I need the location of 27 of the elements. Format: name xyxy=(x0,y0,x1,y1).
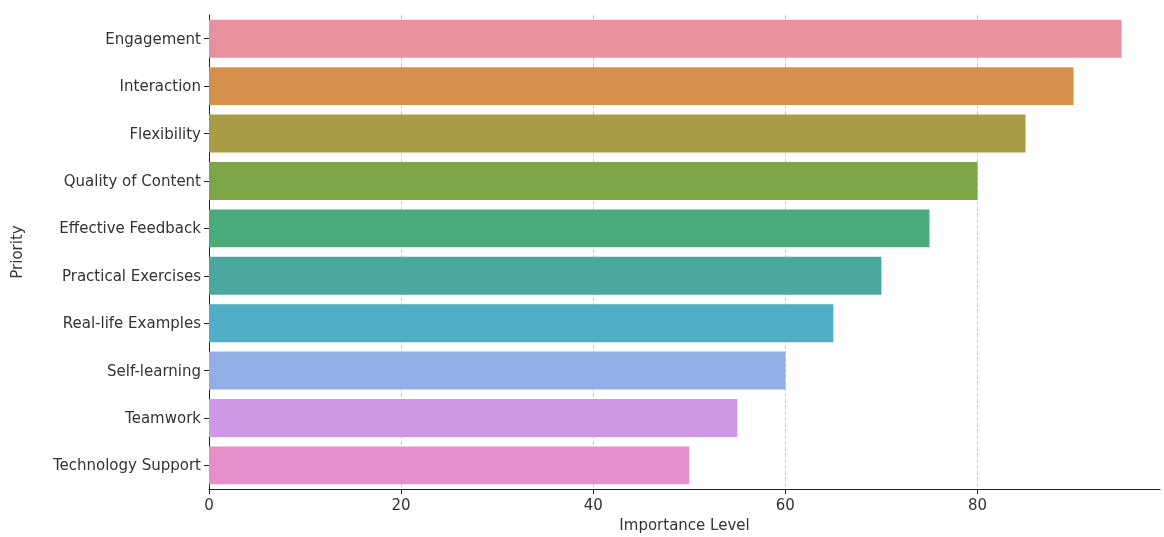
bar xyxy=(209,209,930,248)
x-tick-label: 60 xyxy=(775,495,795,514)
y-tick-label: Self-learning xyxy=(107,361,201,380)
y-tick-label: Interaction xyxy=(119,77,201,96)
y-tick-label: Engagement xyxy=(105,29,202,48)
y-tick-label: Real-life Examples xyxy=(62,314,202,333)
y-tick-label: Teamwork xyxy=(124,408,202,427)
y-tick-label: Effective Feedback xyxy=(59,219,202,238)
bar xyxy=(209,114,1026,153)
bar xyxy=(209,399,738,437)
bar xyxy=(209,304,834,343)
x-tick-label: 80 xyxy=(967,495,988,514)
y-axis-title: Priority xyxy=(7,225,26,279)
y-tick-label: Technology Support xyxy=(51,456,202,475)
x-tick-label: 0 xyxy=(204,495,214,514)
x-tick-label: 20 xyxy=(391,495,411,514)
y-tick-label: Practical Exercises xyxy=(61,266,202,285)
bar xyxy=(209,161,978,200)
y-tick-label: Quality of Content xyxy=(63,171,202,190)
x-tick-label: 40 xyxy=(583,495,603,514)
bar xyxy=(209,446,690,485)
bar xyxy=(209,256,882,295)
y-tick-label: Flexibility xyxy=(129,124,202,143)
bar xyxy=(209,19,1122,58)
bar xyxy=(209,351,786,390)
bar xyxy=(209,67,1074,106)
x-axis-title: Importance Level xyxy=(619,515,750,534)
